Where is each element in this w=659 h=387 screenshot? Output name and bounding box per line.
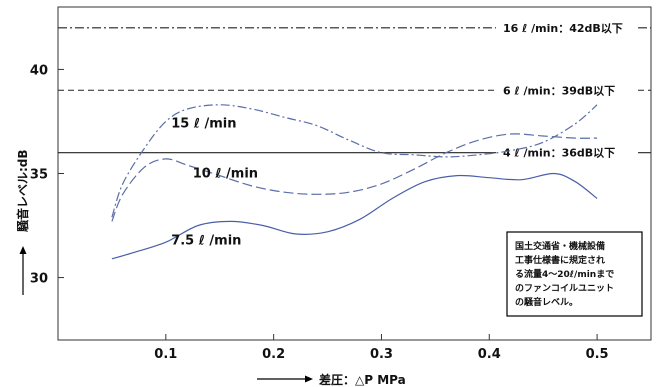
note-line-4: のファンコイルユニット (515, 283, 614, 294)
note-line-3: る流量4～20ℓ/minまで (515, 268, 614, 280)
x-tick-label: 0.3 (370, 347, 393, 362)
x-axis-label-group: 差圧：△P MPa (257, 372, 406, 387)
reference-line-label: 16 ℓ /min：42dB以下 (503, 22, 623, 35)
x-axis-arrow-head (305, 375, 313, 383)
series-line (111, 172, 598, 260)
y-tick-label: 40 (30, 63, 48, 78)
x-tick-label: 0.4 (478, 347, 501, 362)
y-tick-label: 30 (30, 272, 48, 287)
x-tick-label: 0.2 (262, 347, 285, 362)
reference-lines: 16 ℓ /min：42dB以下 6 ℓ /min：39dB以下 4 ℓ /min：… (58, 22, 651, 160)
note-line-1: 国土交通省・機械設備 (515, 240, 605, 252)
series-line (111, 104, 598, 218)
series-labels: 15 ℓ /min 10 ℓ /min 7.5 ℓ /min (171, 117, 258, 249)
series-label: 15 ℓ /min (171, 117, 236, 132)
y-axis-arrow-head (19, 246, 27, 254)
y-axis-label-group: 騒音レベル:dB (15, 149, 30, 295)
y-tick-label: 35 (30, 168, 48, 183)
note-box-frame (506, 231, 643, 317)
reference-line-label: 6 ℓ /min：39dB以下 (503, 84, 615, 97)
reference-line-label: 4 ℓ /min：36dB以下 (503, 147, 615, 160)
x-axis-label: 差圧：△P MPa (318, 372, 406, 387)
series-label: 7.5 ℓ /min (171, 233, 241, 248)
series-lines (111, 104, 598, 260)
note-line-2: 工事仕様書に規定され (515, 254, 605, 266)
axis-ticks: 0.1 0.2 0.3 0.4 0.5 30 35 40 (30, 63, 609, 362)
x-tick-label: 0.1 (154, 347, 177, 362)
y-axis-label: 騒音レベル:dB (15, 149, 30, 233)
series-line (111, 133, 598, 222)
x-tick-label: 0.5 (586, 347, 609, 362)
note-line-5: の騒音レベル。 (515, 296, 578, 308)
note-box: 国土交通省・機械設備 工事仕様書に規定され る流量4～20ℓ/minまで のファ… (506, 231, 643, 317)
series-label: 10 ℓ /min (193, 167, 258, 182)
